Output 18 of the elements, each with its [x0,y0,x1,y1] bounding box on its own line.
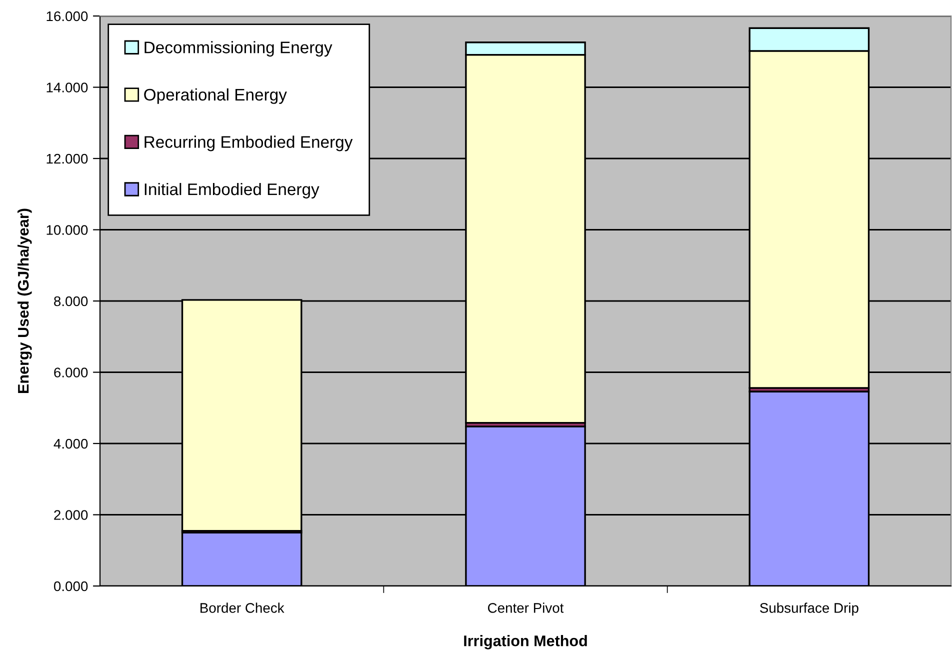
x-tick-label: Border Check [200,602,284,613]
y-tick-label: 4.000 [54,438,88,449]
x-axis-title: Irrigation Method [464,635,587,650]
legend-label: Recurring Embodied Energy [144,136,353,152]
y-tick-label: 8.000 [54,296,88,306]
legend-label: Decommissioning Energy [144,41,332,57]
x-tick-label: Center Pivot [488,602,564,613]
y-tick-label: 10.000 [46,225,88,235]
legend-label: Operational Energy [144,88,287,104]
y-tick-label: 0.000 [54,581,88,592]
y-tick-label: 16.000 [46,11,88,22]
y-axis-title: Energy Used (GJ/ha/year) [18,208,32,393]
y-tick-label: 12.000 [46,154,88,164]
legend-label: Initial Embodied Energy [144,182,320,198]
y-tick-label: 6.000 [54,368,88,378]
y-tick-label: 14.000 [46,82,88,92]
x-tick-label: Subsurface Drip [760,602,858,616]
y-tick-label: 2.000 [54,510,88,520]
